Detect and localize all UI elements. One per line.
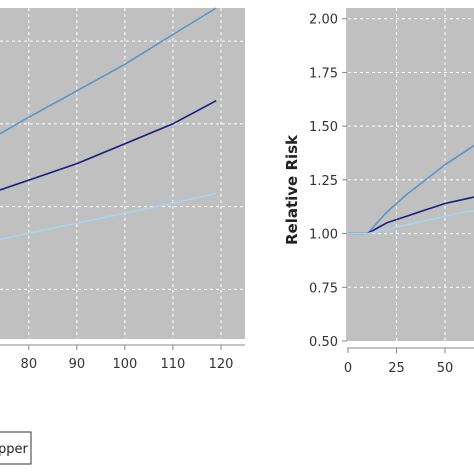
left-x-ticks: 80 90 100 110 120 — [21, 345, 234, 372]
left-series-line-3 — [0, 192, 217, 241]
right-plot-area — [348, 8, 474, 341]
right-chart: 0.50 0.75 1.00 1.25 1.50 1.75 2.00 0 25 50 Relat… — [283, 8, 474, 376]
right-x-tick-label: 0 — [344, 361, 352, 376]
right-y-tick-label: 0.75 — [309, 281, 338, 296]
right-y-tick-label: 1.75 — [309, 66, 338, 81]
left-x-tick-label: 110 — [161, 357, 186, 372]
left-series-line-2 — [0, 99, 217, 191]
right-y-tick-label: 1.00 — [309, 228, 338, 243]
right-series-group — [348, 144, 474, 235]
left-series-line-1 — [0, 7, 217, 135]
right-y-tick-label: 1.25 — [309, 174, 338, 189]
left-x-tick-label: 90 — [69, 357, 86, 372]
left-x-tick-label: 120 — [209, 357, 234, 372]
right-y-ticks: 0.50 0.75 1.00 1.25 1.50 1.75 2.00 — [309, 13, 347, 350]
left-chart: 80 90 100 110 120 — [0, 7, 245, 372]
right-y-tick-label: 0.50 — [309, 335, 338, 350]
left-plot-area — [0, 8, 245, 339]
right-x-tick-label: 50 — [437, 361, 454, 376]
left-x-tick-label: 80 — [21, 357, 38, 372]
right-series-line-2 — [348, 196, 474, 235]
legend-entry: pper — [0, 442, 29, 457]
right-series-line-1 — [348, 144, 474, 235]
right-y-tick-label: 1.50 — [309, 120, 338, 135]
right-x-ticks: 0 25 50 — [344, 348, 453, 376]
left-series-group — [0, 7, 217, 241]
legend: pper — [0, 431, 32, 465]
right-y-tick-label: 2.00 — [309, 13, 338, 28]
y-axis-title: Relative Risk — [283, 134, 301, 245]
left-grid — [0, 8, 245, 339]
left-x-tick-label: 100 — [112, 357, 137, 372]
legend-box — [0, 431, 32, 465]
right-series-line-3 — [348, 210, 474, 235]
right-grid — [348, 8, 474, 341]
right-x-tick-label: 25 — [388, 361, 405, 376]
